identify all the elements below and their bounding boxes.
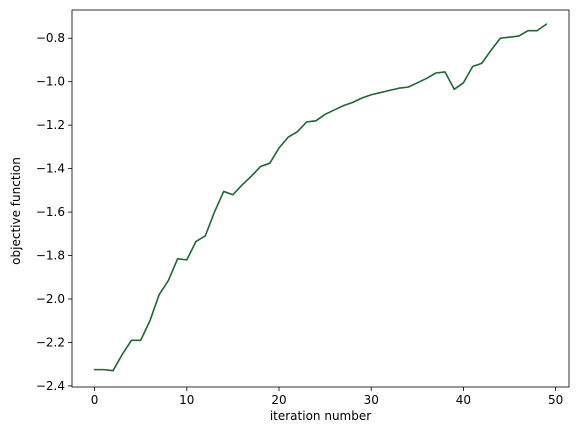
axes-layer: 0 10 20 30 40 50 −2.4 −2.2 −2.0 −1.8 −1.6 −1.4 −1.2 −… [36, 9, 570, 407]
axes-frame [71, 9, 570, 388]
y-tick-label: −0.8 [36, 31, 65, 45]
y-tick-label: −1.8 [36, 249, 65, 263]
x-tick-label: 40 [456, 393, 471, 407]
x-tick-label: 10 [179, 393, 194, 407]
y-tick-label: −1.2 [36, 118, 65, 132]
series-line-0 [93, 23, 548, 372]
x-tick-label: 50 [548, 393, 563, 407]
y-axis-label: objective function [9, 157, 23, 265]
plot-layer [93, 23, 548, 372]
x-tick-label: 20 [271, 393, 286, 407]
x-axis-label: iteration number [270, 409, 371, 423]
y-tick-label: −2.4 [36, 379, 65, 393]
x-tick-label: 30 [364, 393, 379, 407]
y-tick-label: −2.0 [36, 292, 65, 306]
y-tick-label: −1.6 [36, 205, 65, 219]
y-tick-label: −1.0 [36, 75, 65, 89]
y-tick-label: −2.2 [36, 335, 65, 349]
x-tick-label: 0 [91, 393, 99, 407]
y-tick-label: −1.4 [36, 162, 65, 176]
